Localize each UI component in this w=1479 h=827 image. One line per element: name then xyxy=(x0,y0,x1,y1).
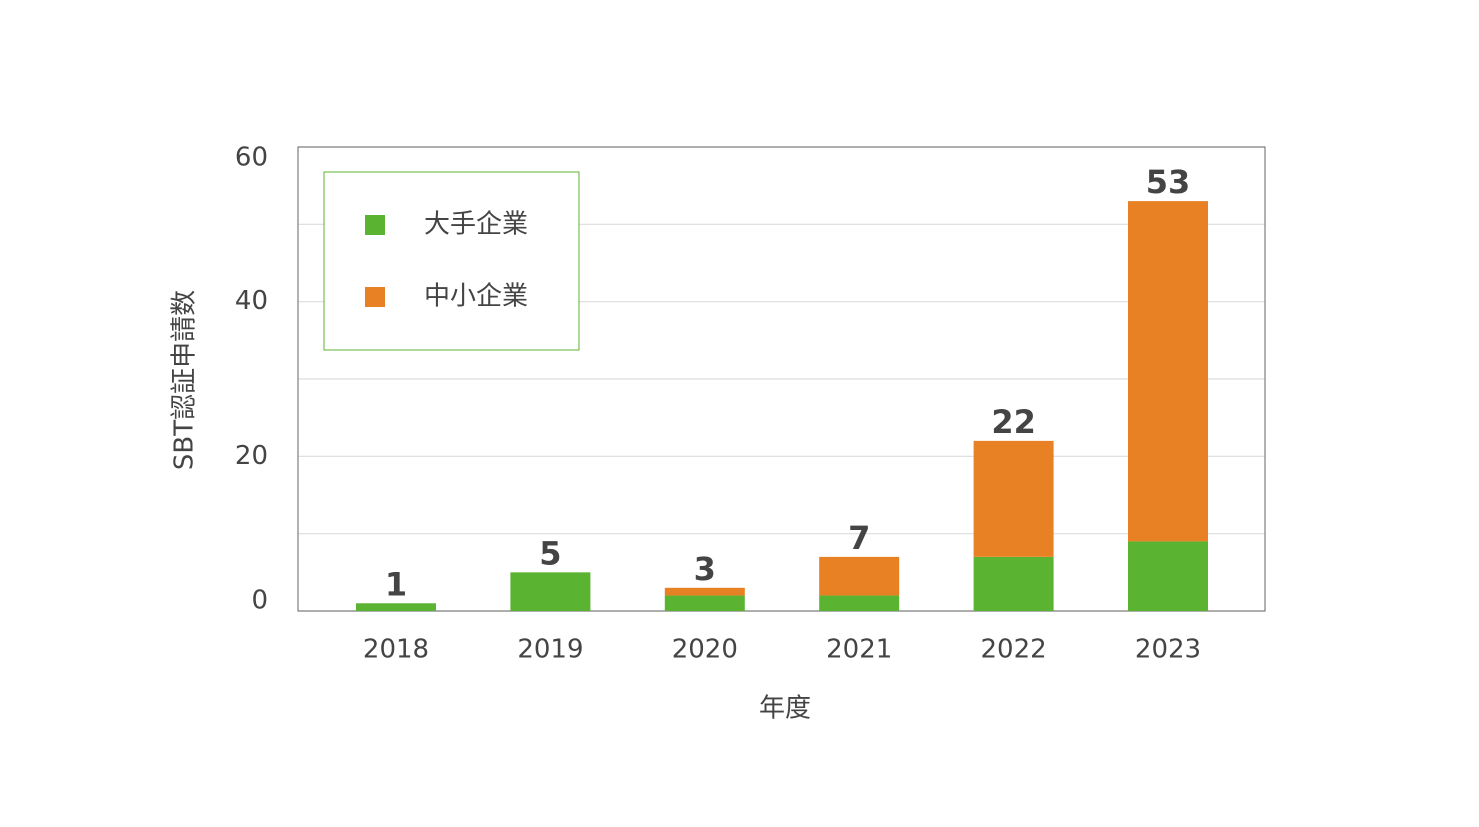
bar-total-label: 7 xyxy=(848,519,870,557)
y-axis-title: SBT認証申請数 xyxy=(170,290,200,470)
bar-segment xyxy=(973,556,1054,611)
bar-segment xyxy=(664,587,745,596)
bar-total-label: 3 xyxy=(694,550,716,588)
legend-swatch xyxy=(365,215,385,235)
bar-segment xyxy=(1128,201,1208,542)
bar-segment xyxy=(356,603,436,611)
bar-segment xyxy=(510,572,591,611)
bar-segment xyxy=(819,556,900,596)
x-tick-label: 2020 xyxy=(672,635,738,665)
legend-label: 中小企業 xyxy=(424,282,528,312)
bar-total-label: 5 xyxy=(539,534,561,572)
x-tick-label: 2019 xyxy=(517,635,583,665)
x-tick-label: 2021 xyxy=(826,635,892,665)
x-tick-label: 2023 xyxy=(1135,635,1201,665)
legend-swatch xyxy=(365,287,385,307)
y-tick-label: 20 xyxy=(235,441,268,471)
x-axis-title: 年度 xyxy=(759,694,811,724)
bar-total-label: 53 xyxy=(1146,163,1191,201)
y-tick-label: 40 xyxy=(235,286,268,316)
x-tick-label: 2022 xyxy=(981,635,1047,665)
plot-border xyxy=(297,146,1266,612)
bar-segment xyxy=(819,595,900,611)
bar-total-label: 1 xyxy=(385,565,407,603)
y-tick-label: 60 xyxy=(235,143,268,173)
x-tick-label: 2018 xyxy=(363,635,429,665)
y-tick-label: 0 xyxy=(251,586,268,616)
bar-total-label: 22 xyxy=(991,403,1036,441)
legend-box xyxy=(323,171,580,351)
bar-segment xyxy=(973,440,1054,557)
legend-label: 大手企業 xyxy=(424,210,528,240)
bar-segment xyxy=(1128,541,1208,611)
bar-segment xyxy=(664,595,745,611)
